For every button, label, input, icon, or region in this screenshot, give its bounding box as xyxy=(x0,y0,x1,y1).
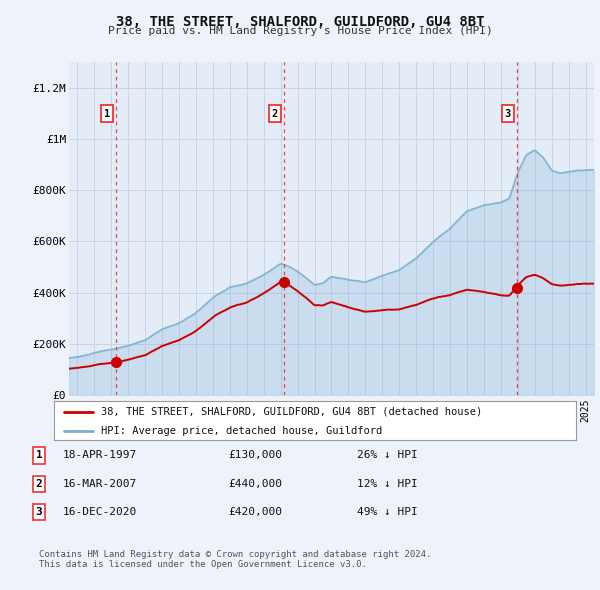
Text: £130,000: £130,000 xyxy=(228,451,282,460)
Text: 12% ↓ HPI: 12% ↓ HPI xyxy=(357,479,418,489)
Text: Price paid vs. HM Land Registry's House Price Index (HPI): Price paid vs. HM Land Registry's House … xyxy=(107,26,493,36)
Text: 18-APR-1997: 18-APR-1997 xyxy=(63,451,137,460)
Text: 26% ↓ HPI: 26% ↓ HPI xyxy=(357,451,418,460)
Text: 38, THE STREET, SHALFORD, GUILDFORD, GU4 8BT (detached house): 38, THE STREET, SHALFORD, GUILDFORD, GU4… xyxy=(101,407,482,417)
Text: 16-MAR-2007: 16-MAR-2007 xyxy=(63,479,137,489)
Text: HPI: Average price, detached house, Guildford: HPI: Average price, detached house, Guil… xyxy=(101,426,382,436)
Text: 2: 2 xyxy=(272,109,278,119)
Text: 38, THE STREET, SHALFORD, GUILDFORD, GU4 8BT: 38, THE STREET, SHALFORD, GUILDFORD, GU4… xyxy=(116,15,484,29)
Text: 16-DEC-2020: 16-DEC-2020 xyxy=(63,507,137,517)
Text: 49% ↓ HPI: 49% ↓ HPI xyxy=(357,507,418,517)
Text: 3: 3 xyxy=(35,507,43,517)
Text: This data is licensed under the Open Government Licence v3.0.: This data is licensed under the Open Gov… xyxy=(39,560,367,569)
Text: 3: 3 xyxy=(505,109,511,119)
Text: 2: 2 xyxy=(35,479,43,489)
Text: Contains HM Land Registry data © Crown copyright and database right 2024.: Contains HM Land Registry data © Crown c… xyxy=(39,550,431,559)
Text: 1: 1 xyxy=(35,451,43,460)
Text: £440,000: £440,000 xyxy=(228,479,282,489)
Text: 1: 1 xyxy=(104,109,110,119)
Text: £420,000: £420,000 xyxy=(228,507,282,517)
